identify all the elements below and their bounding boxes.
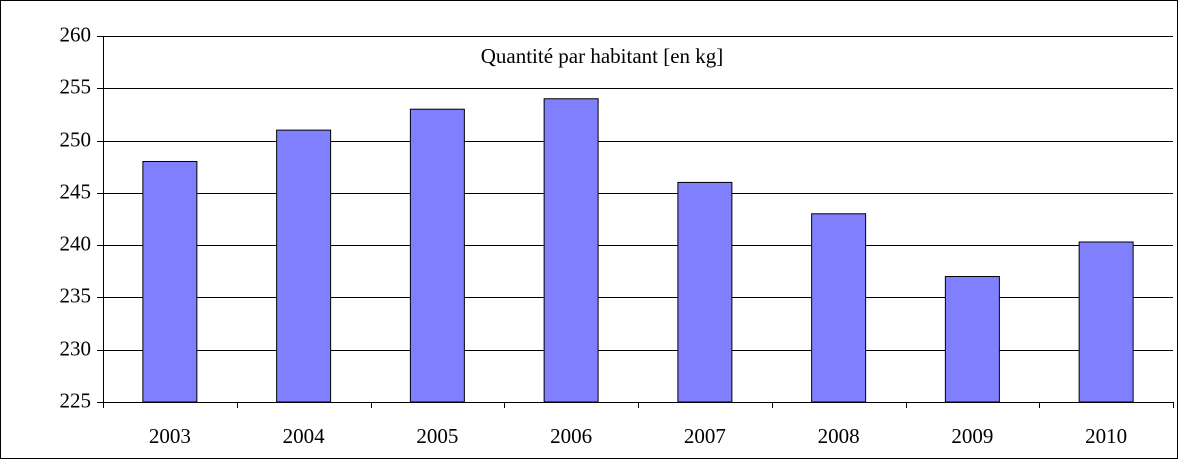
x-tick-label: 2006 <box>550 424 592 448</box>
y-tick-label: 240 <box>60 231 92 255</box>
y-tick-label: 255 <box>60 74 92 98</box>
bar <box>142 160 198 403</box>
x-tick-label: 2009 <box>951 424 993 448</box>
y-tick-label: 260 <box>60 22 92 46</box>
y-tick-label: 235 <box>60 283 92 307</box>
x-tick-label: 2003 <box>149 424 191 448</box>
x-tick-label: 2004 <box>283 424 326 448</box>
bar <box>276 129 332 403</box>
y-tick-label: 245 <box>60 179 92 203</box>
bar <box>1078 241 1134 403</box>
y-tick-label: 250 <box>60 127 92 151</box>
x-tick-label: 2007 <box>684 424 726 448</box>
bar <box>677 181 733 403</box>
bar <box>944 276 1000 403</box>
bar <box>409 108 465 403</box>
chart-title: Quantité par habitant [en kg] <box>481 44 724 68</box>
bar <box>811 213 867 403</box>
bar <box>543 98 599 403</box>
x-tick-label: 2005 <box>416 424 458 448</box>
x-tick-label: 2010 <box>1085 424 1127 448</box>
x-tick-label: 2008 <box>818 424 860 448</box>
y-tick-label: 225 <box>60 388 92 412</box>
y-tick-label: 230 <box>60 336 92 360</box>
